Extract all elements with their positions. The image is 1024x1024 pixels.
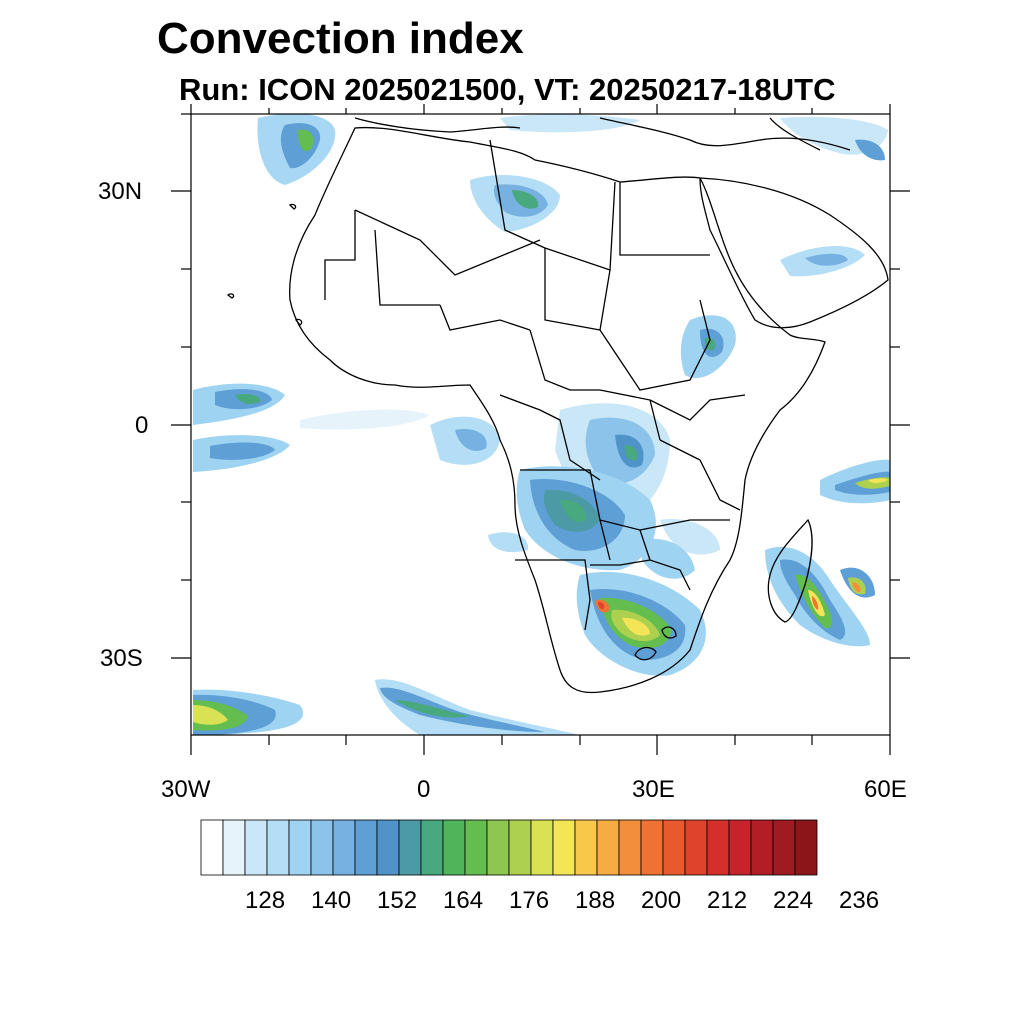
colorbar-box bbox=[222, 819, 246, 876]
colorbar-box bbox=[464, 819, 488, 876]
colorbar-box bbox=[332, 819, 356, 876]
convection-field bbox=[193, 114, 890, 735]
colorbar bbox=[200, 819, 818, 876]
colorbar-tick-label: 128 bbox=[245, 887, 286, 914]
axis-ticks bbox=[171, 104, 910, 755]
colorbar-tick-label: 164 bbox=[443, 887, 484, 914]
colorbar-box bbox=[310, 819, 334, 876]
map-title: Convection index bbox=[157, 14, 524, 63]
colorbar-box bbox=[244, 819, 268, 876]
colorbar-box bbox=[442, 819, 466, 876]
colorbar-box bbox=[772, 819, 796, 876]
colorbar-box bbox=[486, 819, 510, 876]
colorbar-tick-label: 224 bbox=[773, 887, 814, 914]
colorbar-box bbox=[288, 819, 312, 876]
lat-label-30s: 30S bbox=[100, 645, 143, 672]
colorbar-tick-label: 236 bbox=[839, 887, 880, 914]
colorbar-box bbox=[508, 819, 532, 876]
lat-label-30n: 30N bbox=[98, 178, 143, 205]
colorbar-tick-label: 140 bbox=[311, 887, 352, 914]
colorbar-tick-label: 200 bbox=[641, 887, 682, 914]
colorbar-box bbox=[398, 819, 422, 876]
colorbar-box bbox=[618, 819, 642, 876]
colorbar-tick-label: 212 bbox=[707, 887, 748, 914]
colorbar-box bbox=[574, 819, 598, 876]
colorbar-box bbox=[200, 819, 224, 876]
lat-label-0: 0 bbox=[135, 412, 149, 439]
lon-label-60e: 60E bbox=[864, 776, 907, 803]
colorbar-tick-label: 188 bbox=[575, 887, 616, 914]
colorbar-box bbox=[266, 819, 290, 876]
colorbar-box bbox=[552, 819, 576, 876]
colorbar-box bbox=[596, 819, 620, 876]
colorbar-box bbox=[728, 819, 752, 876]
colorbar-box bbox=[794, 819, 818, 876]
colorbar-box bbox=[420, 819, 444, 876]
lon-label-30e: 30E bbox=[632, 776, 675, 803]
colorbar-box bbox=[354, 819, 378, 876]
map-subtitle: Run: ICON 2025021500, VT: 20250217-18UTC bbox=[179, 72, 836, 107]
colorbar-tick-label: 176 bbox=[509, 887, 550, 914]
lon-label-30w: 30W bbox=[161, 776, 211, 803]
colorbar-tick-label: 152 bbox=[377, 887, 418, 914]
colorbar-box bbox=[376, 819, 400, 876]
colorbar-box bbox=[706, 819, 730, 876]
colorbar-box bbox=[640, 819, 664, 876]
colorbar-box bbox=[662, 819, 686, 876]
colorbar-box bbox=[530, 819, 554, 876]
colorbar-box bbox=[750, 819, 774, 876]
lon-label-0: 0 bbox=[417, 776, 431, 803]
country-boundaries bbox=[226, 117, 889, 694]
colorbar-box bbox=[684, 819, 708, 876]
